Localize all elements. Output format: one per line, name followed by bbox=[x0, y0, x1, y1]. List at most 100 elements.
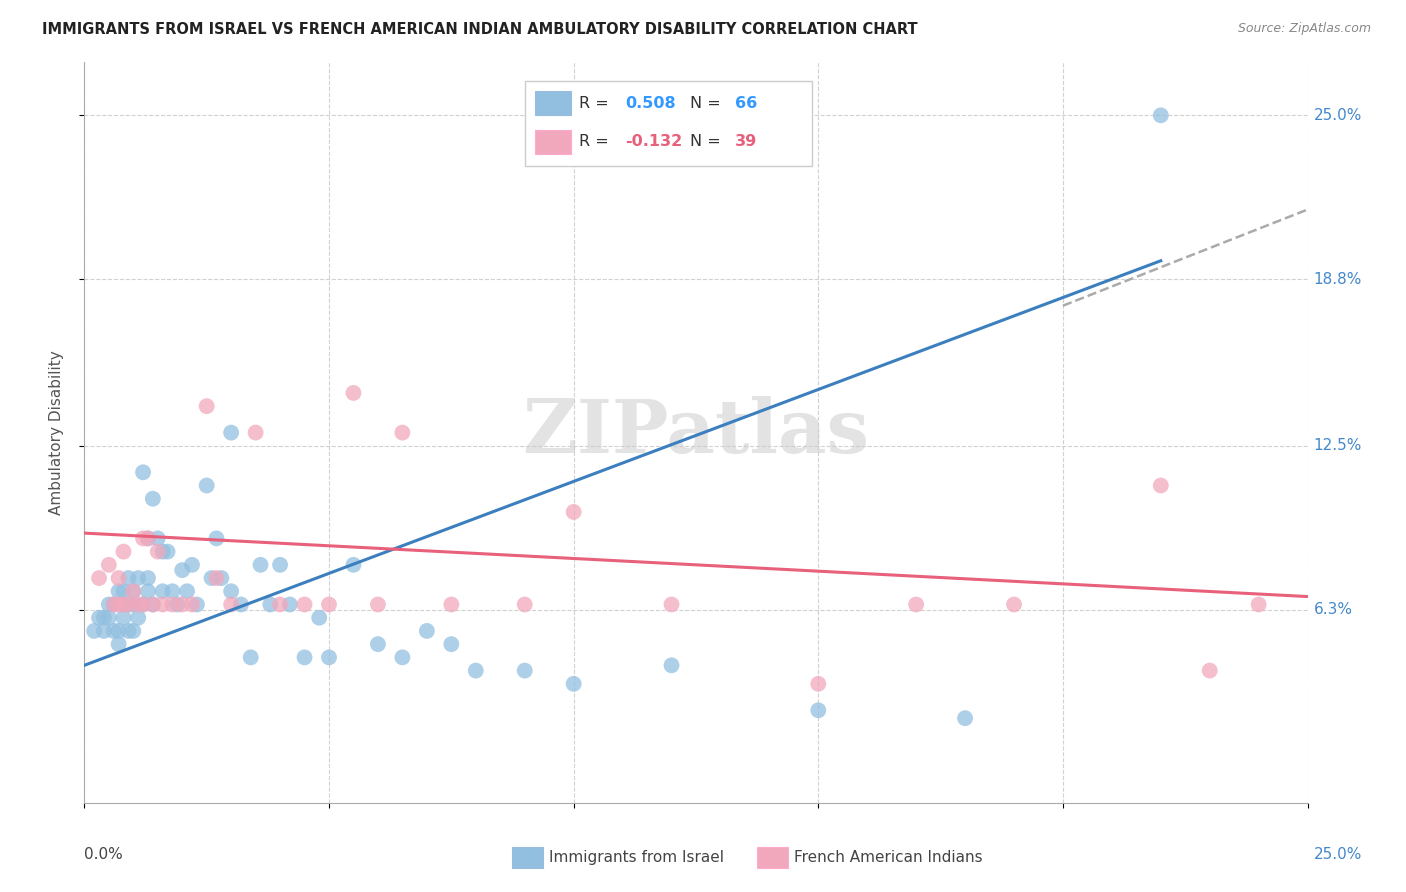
Point bbox=[278, 598, 301, 612]
Point bbox=[562, 505, 585, 519]
Point bbox=[136, 532, 159, 546]
Point bbox=[905, 598, 928, 612]
Point bbox=[342, 558, 364, 572]
Point bbox=[807, 677, 830, 691]
Text: N =: N = bbox=[690, 95, 725, 111]
Point bbox=[209, 571, 232, 585]
Point bbox=[294, 598, 316, 612]
Point bbox=[156, 544, 179, 558]
Point bbox=[342, 386, 364, 401]
Point bbox=[162, 598, 184, 612]
Point bbox=[146, 544, 169, 558]
Point bbox=[112, 584, 135, 599]
Point bbox=[259, 598, 281, 612]
Point bbox=[245, 425, 267, 440]
Point bbox=[181, 598, 204, 612]
Point bbox=[117, 598, 139, 612]
Point bbox=[205, 571, 228, 585]
FancyBboxPatch shape bbox=[534, 130, 571, 153]
Point bbox=[127, 571, 149, 585]
Point bbox=[132, 465, 155, 479]
Point bbox=[367, 598, 389, 612]
Point bbox=[107, 598, 129, 612]
Text: 25.0%: 25.0% bbox=[1313, 847, 1362, 863]
Point bbox=[117, 571, 139, 585]
Point bbox=[416, 624, 439, 638]
Point bbox=[97, 558, 120, 572]
Point bbox=[181, 558, 204, 572]
Point bbox=[308, 611, 330, 625]
Point bbox=[132, 598, 155, 612]
Point bbox=[162, 584, 184, 599]
Point bbox=[103, 598, 125, 612]
Text: 0.508: 0.508 bbox=[626, 95, 676, 111]
Point bbox=[367, 637, 389, 651]
Point bbox=[1150, 478, 1173, 492]
Text: N =: N = bbox=[690, 134, 725, 149]
FancyBboxPatch shape bbox=[524, 81, 813, 166]
Text: 25.0%: 25.0% bbox=[1313, 108, 1362, 123]
Point bbox=[172, 563, 194, 577]
Point bbox=[513, 664, 536, 678]
Point bbox=[122, 624, 145, 638]
Text: R =: R = bbox=[578, 95, 613, 111]
Point bbox=[166, 598, 188, 612]
Point bbox=[152, 584, 174, 599]
Text: IMMIGRANTS FROM ISRAEL VS FRENCH AMERICAN INDIAN AMBULATORY DISABILITY CORRELATI: IMMIGRANTS FROM ISRAEL VS FRENCH AMERICA… bbox=[42, 22, 918, 37]
Point bbox=[112, 598, 135, 612]
Text: 12.5%: 12.5% bbox=[1313, 438, 1362, 453]
Point bbox=[142, 598, 165, 612]
Point bbox=[107, 624, 129, 638]
Point bbox=[127, 598, 149, 612]
Point bbox=[127, 611, 149, 625]
Point bbox=[117, 624, 139, 638]
Point bbox=[107, 637, 129, 651]
Point bbox=[464, 664, 486, 678]
Point bbox=[440, 637, 463, 651]
Point bbox=[195, 399, 218, 413]
Text: 66: 66 bbox=[735, 95, 758, 111]
FancyBboxPatch shape bbox=[758, 847, 787, 868]
Point bbox=[219, 584, 242, 599]
Text: Immigrants from Israel: Immigrants from Israel bbox=[550, 850, 724, 865]
Point bbox=[391, 425, 413, 440]
Point bbox=[176, 584, 198, 599]
Point bbox=[103, 598, 125, 612]
Point bbox=[87, 571, 110, 585]
Text: 6.3%: 6.3% bbox=[1313, 602, 1353, 617]
Point bbox=[146, 532, 169, 546]
Point bbox=[1150, 108, 1173, 122]
Point bbox=[97, 611, 120, 625]
Point bbox=[122, 598, 145, 612]
Text: 18.8%: 18.8% bbox=[1313, 272, 1362, 286]
Point bbox=[112, 611, 135, 625]
Point bbox=[1002, 598, 1025, 612]
Point bbox=[136, 584, 159, 599]
Point bbox=[269, 558, 291, 572]
Point bbox=[229, 598, 252, 612]
Point bbox=[661, 658, 683, 673]
Point bbox=[205, 532, 228, 546]
Point bbox=[107, 571, 129, 585]
Point bbox=[440, 598, 463, 612]
Point bbox=[219, 598, 242, 612]
Point bbox=[136, 532, 159, 546]
Point bbox=[318, 598, 340, 612]
Point bbox=[152, 544, 174, 558]
Point bbox=[953, 711, 976, 725]
Point bbox=[239, 650, 262, 665]
Point bbox=[269, 598, 291, 612]
Point bbox=[132, 598, 155, 612]
Point bbox=[107, 584, 129, 599]
Point bbox=[562, 677, 585, 691]
Point bbox=[513, 598, 536, 612]
Point bbox=[112, 598, 135, 612]
Point bbox=[142, 598, 165, 612]
Point bbox=[195, 478, 218, 492]
Point bbox=[318, 650, 340, 665]
Text: 39: 39 bbox=[735, 134, 758, 149]
Point bbox=[1198, 664, 1220, 678]
Point bbox=[172, 598, 194, 612]
Text: R =: R = bbox=[578, 134, 613, 149]
Point bbox=[112, 544, 135, 558]
